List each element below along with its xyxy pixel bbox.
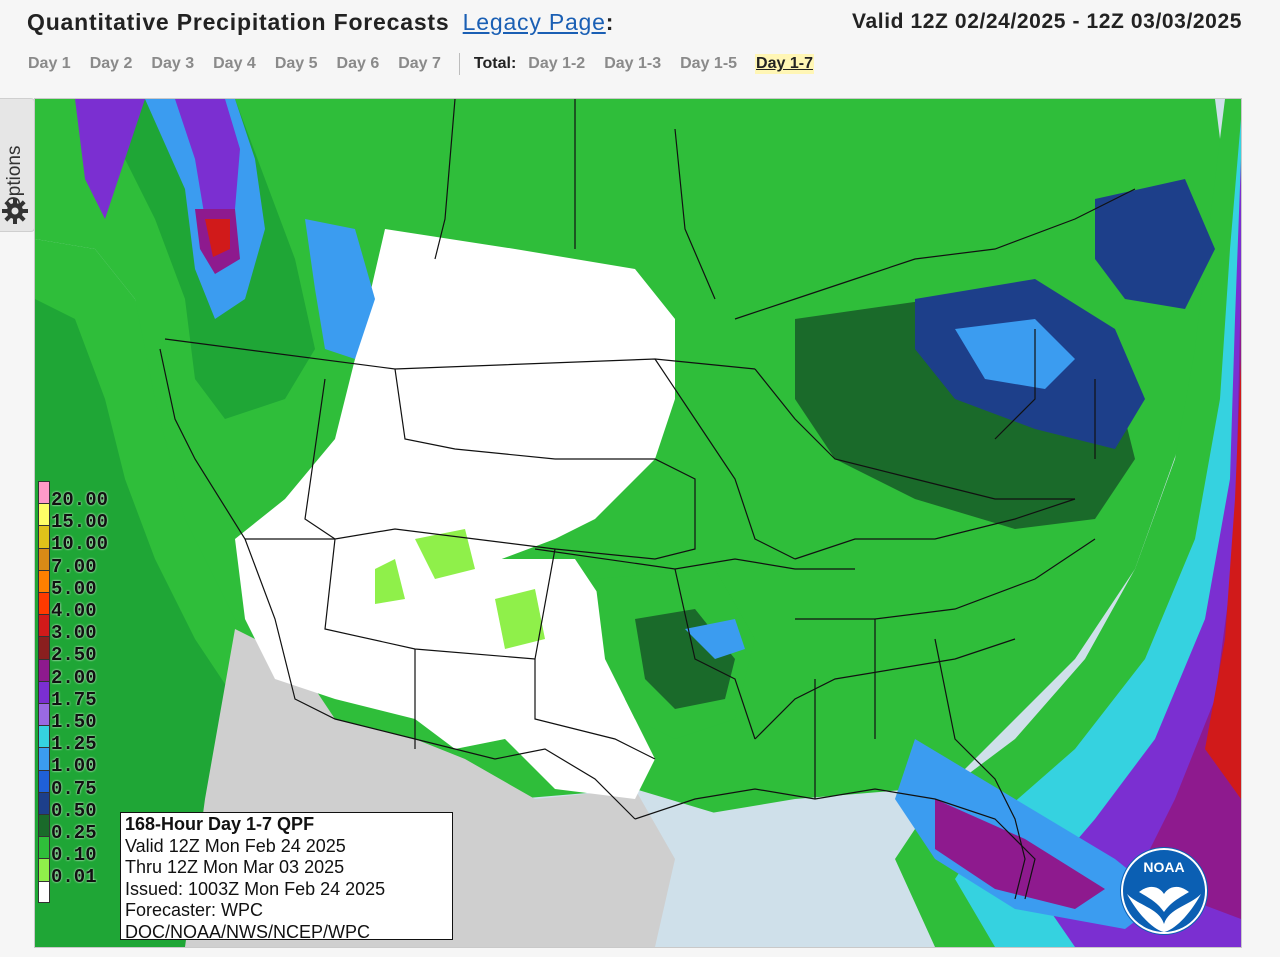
tab-day-3[interactable]: Day 3 [151, 55, 195, 72]
legend-value: 2.00 [51, 666, 97, 689]
precip-map-graphic [35, 99, 1241, 947]
legend-swatch [38, 569, 50, 593]
legend-value: 2.50 [51, 644, 97, 667]
legend-swatch [38, 547, 50, 571]
divider [458, 53, 460, 75]
legend-swatch [38, 658, 50, 682]
info-forecaster: Forecaster: WPC [125, 900, 264, 920]
legend-swatch [38, 814, 50, 838]
noaa-logo-icon: NOAA [1120, 847, 1208, 935]
tab-day-1[interactable]: Day 1 [28, 55, 71, 72]
legend-value: 5.00 [51, 577, 97, 600]
info-issued: Issued: 1003Z Mon Feb 24 2025 [125, 878, 386, 899]
legacy-page-link[interactable]: Legacy Page [462, 9, 606, 35]
legend-value: 3.00 [51, 622, 97, 645]
gear-icon [2, 198, 28, 224]
legend-swatch [38, 636, 50, 660]
valid-range: Valid 12Z 02/24/2025 - 12Z 03/03/2025 [852, 10, 1242, 33]
title-text: Quantitative Precipitation Forecasts [27, 9, 450, 35]
legend-value: 15.00 [51, 511, 109, 534]
legend-value: 0.25 [51, 822, 97, 844]
legend-swatch [38, 680, 50, 704]
legend-swatch [38, 836, 50, 860]
precip-legend: 20.00 15.00 10.00 7.00 5.00 4.00 3.00 2.50 2.00 1… [38, 481, 128, 905]
map-info-box: 168-Hour Day 1-7 QPF Valid 12Z Mon Feb 2… [120, 812, 453, 942]
legend-swatch [38, 725, 50, 749]
info-title: 168-Hour Day 1-7 QPF [125, 814, 315, 834]
legend-swatch [38, 747, 50, 771]
tab-day-1-7[interactable]: Day 1-7 [755, 54, 814, 74]
tab-day-5[interactable]: Day 5 [274, 55, 318, 72]
tab-day-7[interactable]: Day 7 [398, 55, 441, 72]
page-title: Quantitative Precipitation Forecasts Leg… [27, 9, 614, 36]
legend-value: 10.00 [51, 533, 109, 556]
legend-value: 0.50 [51, 799, 97, 822]
legend-value: 7.00 [51, 555, 97, 578]
legend-value: 1.75 [51, 688, 97, 711]
legend-swatch [38, 503, 50, 527]
legend-value: 0.01 [51, 866, 97, 889]
info-valid: Valid 12Z Mon Feb 24 2025 [125, 835, 346, 856]
legend-swatch [38, 592, 50, 616]
legend-swatch [38, 791, 50, 815]
info-thru: Thru 12Z Mon Mar 03 2025 [125, 857, 345, 877]
legend-value: 4.00 [51, 600, 97, 622]
options-panel-toggle[interactable]: Options [0, 98, 35, 232]
legend-value: 0.75 [51, 777, 97, 800]
legend-value: 20.00 [51, 489, 109, 511]
day-selector: Day 1 Day 2 Day 3 Day 4 Day 5 Day 6 Day … [27, 52, 814, 76]
noaa-logo-text: NOAA [1143, 859, 1184, 875]
tab-day-1-2[interactable]: Day 1-2 [528, 55, 586, 72]
tab-day-4[interactable]: Day 4 [213, 55, 256, 72]
legend-swatch-none [38, 880, 50, 903]
legend-swatch [38, 614, 50, 638]
total-label: Total: [473, 55, 517, 72]
qpf-map[interactable] [34, 98, 1242, 948]
tab-day-1-3[interactable]: Day 1-3 [604, 55, 662, 72]
tab-day-1-5[interactable]: Day 1-5 [680, 55, 738, 72]
tab-day-2[interactable]: Day 2 [89, 55, 133, 72]
legend-value: 1.25 [51, 733, 97, 756]
legend-swatch [38, 525, 50, 549]
tab-day-6[interactable]: Day 6 [336, 55, 380, 72]
legend-swatch [38, 481, 50, 505]
legend-swatch [38, 703, 50, 727]
legend-value: 0.10 [51, 844, 97, 867]
legend-swatch [38, 769, 50, 793]
legend-value: 1.50 [51, 711, 97, 733]
info-org: DOC/NOAA/NWS/NCEP/WPC [125, 921, 371, 942]
title-colon: : [605, 9, 615, 35]
legend-value: 1.00 [51, 755, 97, 778]
legend-swatch [38, 858, 50, 882]
